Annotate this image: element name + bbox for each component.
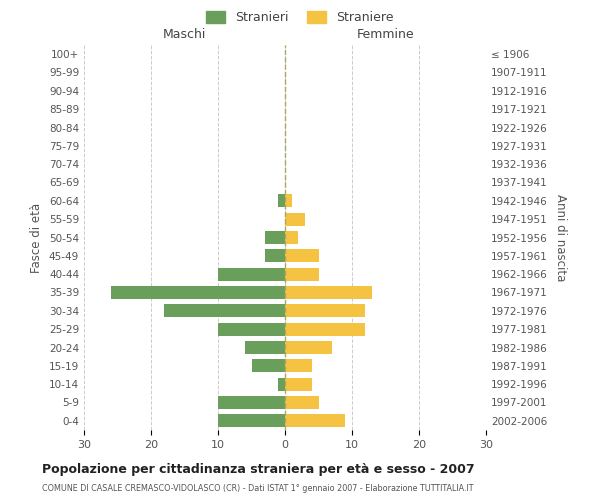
Text: COMUNE DI CASALE CREMASCO-VIDOLASCO (CR) - Dati ISTAT 1° gennaio 2007 - Elaboraz: COMUNE DI CASALE CREMASCO-VIDOLASCO (CR)…: [42, 484, 473, 493]
Bar: [245, 341, 285, 354]
Legend: Stranieri, Straniere: Stranieri, Straniere: [202, 6, 398, 29]
Bar: [285, 323, 365, 336]
Bar: [285, 268, 319, 280]
Bar: [218, 414, 285, 427]
Bar: [218, 323, 285, 336]
Bar: [285, 341, 332, 354]
Bar: [218, 396, 285, 409]
Bar: [285, 378, 312, 390]
Bar: [285, 396, 319, 409]
Bar: [285, 360, 312, 372]
Bar: [285, 250, 319, 262]
Bar: [164, 304, 285, 318]
Bar: [278, 378, 285, 390]
Bar: [285, 231, 298, 244]
Bar: [251, 360, 285, 372]
Bar: [285, 213, 305, 226]
Text: Maschi: Maschi: [163, 28, 206, 42]
Text: Popolazione per cittadinanza straniera per età e sesso - 2007: Popolazione per cittadinanza straniera p…: [42, 462, 475, 475]
Bar: [285, 414, 346, 427]
Bar: [285, 304, 365, 318]
Bar: [265, 250, 285, 262]
Bar: [285, 194, 292, 207]
Y-axis label: Fasce di età: Fasce di età: [31, 202, 43, 272]
Bar: [278, 194, 285, 207]
Bar: [285, 286, 372, 299]
Y-axis label: Anni di nascita: Anni di nascita: [554, 194, 567, 281]
Bar: [111, 286, 285, 299]
Bar: [218, 268, 285, 280]
Bar: [265, 231, 285, 244]
Text: Femmine: Femmine: [356, 28, 415, 42]
